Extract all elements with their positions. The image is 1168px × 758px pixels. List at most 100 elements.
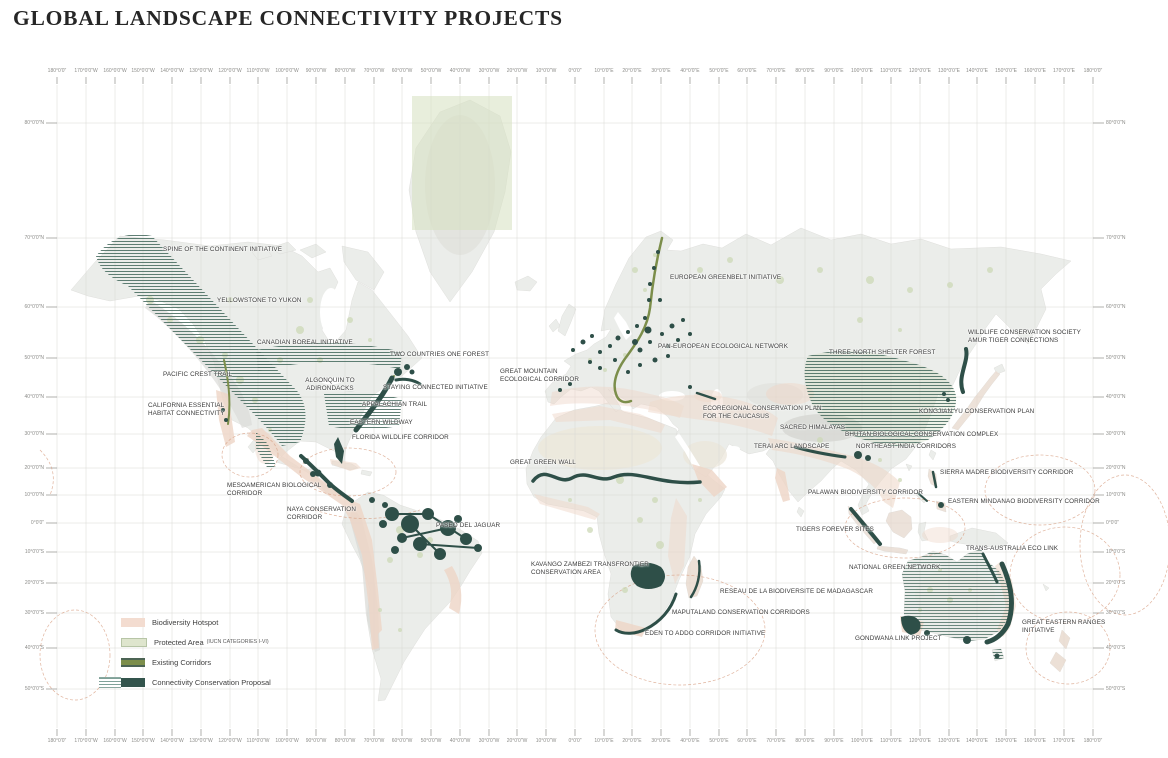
legend-label: Connectivity Conservation Proposal bbox=[152, 677, 271, 687]
project-label: NATIONAL GREEN NETWORK bbox=[849, 564, 941, 571]
longitude-label: 80°0'0"W bbox=[334, 68, 356, 74]
project-label: BHUTAN BIOLOGICAL CONSERVATION COMPLEX bbox=[845, 431, 999, 438]
latitude-label: 0°0'0" bbox=[1106, 520, 1120, 526]
project-label: APPALACHIAN TRAIL bbox=[362, 401, 428, 408]
longitude-label: 50°0'0"E bbox=[709, 68, 729, 74]
longitude-label: 40°0'0"W bbox=[449, 738, 471, 744]
longitude-label: 90°0'0"W bbox=[305, 68, 327, 74]
longitude-label: 180°0'0" bbox=[47, 738, 67, 744]
longitude-label: 40°0'0"E bbox=[680, 738, 700, 744]
longitude-label: 120°0'0"W bbox=[218, 68, 242, 74]
longitude-label: 40°0'0"W bbox=[449, 68, 471, 74]
latitude-label: 60°0'0"N bbox=[1106, 304, 1126, 310]
longitude-label: 100°0'0"E bbox=[851, 738, 873, 744]
longitude-label: 50°0'0"W bbox=[420, 68, 442, 74]
longitude-label: 150°0'0"W bbox=[131, 68, 155, 74]
project-label: TIGERS FOREVER SITES bbox=[796, 526, 874, 533]
project-label: TRANS-AUSTRALIA ECO LINK bbox=[966, 545, 1059, 552]
longitude-label: 130°0'0"E bbox=[938, 738, 960, 744]
project-label: KAVANGO ZAMBEZI TRANSFRONTIER CONSERVATI… bbox=[531, 561, 649, 577]
longitude-label: 110°0'0"W bbox=[246, 68, 270, 74]
longitude-label: 150°0'0"W bbox=[131, 738, 155, 744]
longitude-label: 170°0'0"E bbox=[1053, 738, 1075, 744]
project-label: MAPUTALAND CONSERVATION CORRIDORS bbox=[672, 609, 810, 616]
project-label: SIERRA MADRE BIODIVERSITY CORRIDOR bbox=[940, 469, 1074, 476]
project-label: TERAI ARC LANDSCAPE bbox=[754, 443, 830, 450]
longitude-label: 70°0'0"E bbox=[766, 68, 786, 74]
project-label: RESEAU DE LA BIODIVERSITE DE MADAGASCAR bbox=[720, 588, 874, 595]
project-label: PAN-EUROPEAN ECOLOGICAL NETWORK bbox=[658, 343, 789, 350]
legend-swatch bbox=[121, 617, 145, 627]
longitude-label: 30°0'0"W bbox=[478, 738, 500, 744]
longitude-label: 30°0'0"W bbox=[478, 68, 500, 74]
longitude-label: 110°0'0"W bbox=[246, 738, 270, 744]
longitude-label: 90°0'0"E bbox=[824, 738, 844, 744]
latitude-label: 80°0'0"N bbox=[1106, 120, 1126, 126]
project-label: NORTHEAST INDIA CORRIDORS bbox=[856, 443, 957, 450]
latitude-label: 30°0'0"N bbox=[24, 431, 44, 437]
longitude-label: 20°0'0"E bbox=[622, 68, 642, 74]
longitude-label: 0°0'0" bbox=[568, 738, 582, 744]
project-label: THREE-NORTH SHELTER FOREST bbox=[829, 349, 936, 356]
latitude-label: 20°0'0"N bbox=[1106, 465, 1126, 471]
longitude-label: 80°0'0"W bbox=[334, 738, 356, 744]
latitude-label: 10°0'0"S bbox=[1106, 549, 1126, 555]
latitude-label: 50°0'0"S bbox=[24, 686, 44, 692]
longitude-label: 70°0'0"E bbox=[766, 738, 786, 744]
latitude-label: 20°0'0"S bbox=[24, 580, 44, 586]
proposal-hatched-regions bbox=[96, 234, 1013, 661]
longitude-label: 60°0'0"E bbox=[737, 68, 757, 74]
legend-item: Connectivity Conservation Proposal bbox=[99, 672, 274, 692]
project-label: ECOREGIONAL CONSERVATION PLAN FOR THE CA… bbox=[703, 405, 822, 421]
longitude-label: 150°0'0"E bbox=[995, 68, 1017, 74]
latitude-label: 10°0'0"S bbox=[24, 549, 44, 555]
longitude-label: 170°0'0"E bbox=[1053, 68, 1075, 74]
longitude-label: 110°0'0"E bbox=[880, 68, 902, 74]
latitude-label: 40°0'0"S bbox=[1106, 645, 1126, 651]
project-label: TWO COUNTRIES ONE FOREST bbox=[390, 351, 490, 358]
connectivity-proposals bbox=[221, 250, 1015, 659]
latitude-label: 10°0'0"N bbox=[24, 492, 44, 498]
latitude-label: 40°0'0"S bbox=[24, 645, 44, 651]
project-label: WILDLIFE CONSERVATION SOCIETY AMUR TIGER… bbox=[968, 329, 1081, 345]
longitude-label: 180°0'0" bbox=[47, 68, 67, 74]
longitude-label: 140°0'0"W bbox=[160, 738, 184, 744]
legend-swatch bbox=[121, 677, 145, 687]
longitude-label: 170°0'0"W bbox=[74, 738, 98, 744]
longitude-label: 170°0'0"W bbox=[74, 68, 98, 74]
project-label: CALIFORNIA ESSENTIAL HABITAT CONNECTIVIT… bbox=[148, 402, 225, 418]
longitude-label: 80°0'0"E bbox=[795, 738, 815, 744]
page-title: GLOBAL LANDSCAPE CONNECTIVITY PROJECTS bbox=[13, 6, 563, 30]
latitude-label: 30°0'0"S bbox=[1106, 610, 1126, 616]
longitude-label: 160°0'0"W bbox=[103, 68, 127, 74]
legend-label: Biodiversity Hotspot bbox=[152, 617, 219, 627]
project-label: GONDWANA LINK PROJECT bbox=[855, 635, 942, 642]
latitude-label: 20°0'0"N bbox=[24, 465, 44, 471]
longitude-label: 160°0'0"E bbox=[1024, 738, 1046, 744]
longitude-label: 30°0'0"E bbox=[651, 738, 671, 744]
inner-waters bbox=[320, 288, 740, 470]
project-label: SPINE OF THE CONTINENT INITIATIVE bbox=[163, 246, 283, 253]
legend-swatch bbox=[121, 657, 145, 667]
longitude-label: 130°0'0"W bbox=[189, 68, 213, 74]
legend-item: Biodiversity Hotspot bbox=[99, 612, 274, 632]
project-label: GREAT EASTERN RANGES INITIATIVE bbox=[1022, 619, 1106, 635]
latitude-label: 70°0'0"N bbox=[24, 235, 44, 241]
longitude-label: 140°0'0"E bbox=[966, 68, 988, 74]
longitude-label: 10°0'0"W bbox=[535, 68, 557, 74]
legend-label: Protected Area bbox=[154, 637, 204, 647]
latitude-label: 20°0'0"S bbox=[1106, 580, 1126, 586]
longitude-label: 130°0'0"W bbox=[189, 738, 213, 744]
hotspot-dashed-outlines bbox=[39, 432, 1168, 701]
longitude-label: 10°0'0"E bbox=[594, 68, 614, 74]
project-label: ALGONQUIN TO ADIRONDACKS bbox=[305, 377, 355, 393]
project-label: PALAWAN BIODIVERSITY CORRIDOR bbox=[808, 489, 924, 496]
proposal-stripe-swatch bbox=[99, 676, 121, 688]
legend-item: Existing Corridors bbox=[99, 652, 274, 672]
longitude-label: 20°0'0"W bbox=[506, 68, 528, 74]
longitude-label: 100°0'0"W bbox=[275, 68, 299, 74]
legend-note: (IUCN CATEGORIES I-VI) bbox=[206, 639, 269, 645]
longitude-label: 160°0'0"W bbox=[103, 738, 127, 744]
